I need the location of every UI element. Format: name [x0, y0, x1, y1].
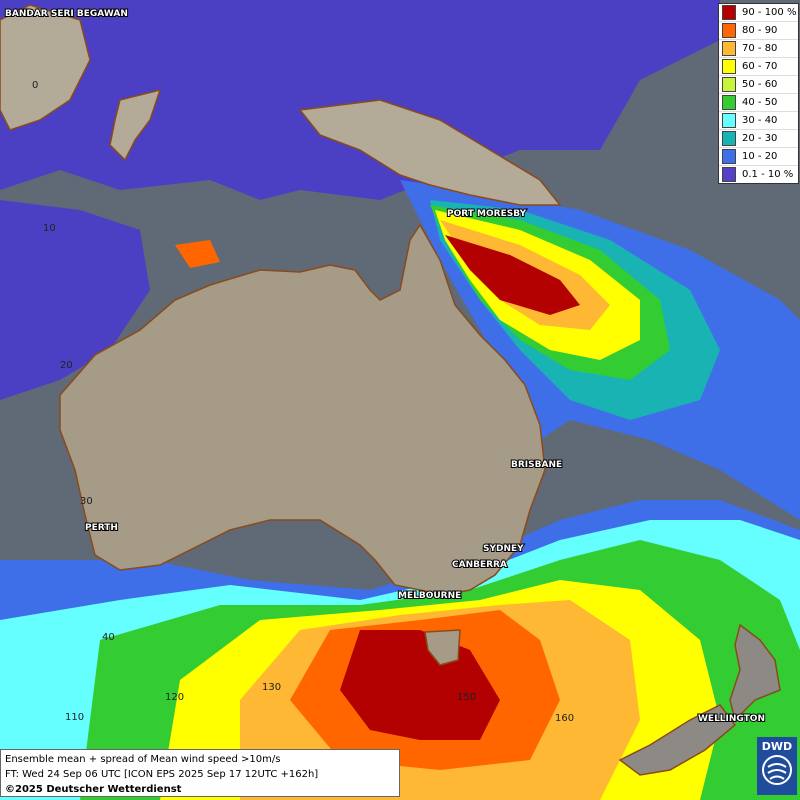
city-label-perth: PERTH: [85, 523, 118, 533]
legend-label: 50 - 60: [742, 79, 778, 90]
legend-label: 70 - 80: [742, 43, 778, 54]
legend-swatch: [722, 167, 736, 182]
legend-item: 20 - 30: [719, 130, 798, 148]
australia-land: [59, 223, 546, 596]
new-guinea-land: [298, 99, 562, 206]
nz-south-island: [618, 704, 737, 776]
city-label-wellington: WELLINGTON: [698, 714, 765, 724]
city-label-sydney: SYDNEY: [483, 544, 524, 554]
dwd-logo-icon: [762, 755, 792, 785]
city-label-canberra: CANBERRA: [452, 560, 507, 570]
lon-label-150: 150: [457, 692, 476, 703]
dwd-logo-text: DWD: [761, 740, 793, 753]
lat-label-0: 0: [32, 80, 38, 91]
legend-label: 60 - 70: [742, 61, 778, 72]
city-label-brisbane: BRISBANE: [511, 460, 562, 470]
lon-label-120: 120: [165, 692, 184, 703]
legend-swatch: [722, 23, 736, 38]
color-legend: 90 - 100 % 80 - 90 70 - 80 60 - 70 50 - 60 40…: [718, 3, 799, 184]
nz-north-island: [729, 623, 781, 722]
caption-copyright: ©2025 Deutscher Wetterdienst: [5, 784, 182, 795]
field-south-red: [340, 630, 500, 740]
legend-item: 0.1 - 10 %: [719, 166, 798, 183]
legend-label: 40 - 50: [742, 97, 778, 108]
legend-swatch: [722, 5, 736, 20]
legend-swatch: [722, 59, 736, 74]
city-label-bandar: BANDAR SERI BEGAWAN: [5, 9, 128, 19]
legend-item: 70 - 80: [719, 40, 798, 58]
caption-forecast-time: FT: Wed 24 Sep 06 UTC [ICON EPS 2025 Sep…: [5, 769, 319, 780]
tasmania-land: [424, 629, 461, 666]
lat-label-30: 30: [80, 496, 93, 507]
legend-label: 10 - 20: [742, 151, 778, 162]
legend-swatch: [722, 131, 736, 146]
field-timor-hotspot: [175, 240, 220, 268]
lon-label-160: 160: [555, 713, 574, 724]
legend-swatch: [722, 149, 736, 164]
lon-label-110: 110: [65, 712, 84, 723]
field-west-blue: [0, 200, 150, 400]
lat-label-10: 10: [43, 223, 56, 234]
land-masses: [0, 4, 781, 776]
legend-label: 20 - 30: [742, 133, 778, 144]
lat-label-20: 20: [60, 360, 73, 371]
legend-swatch: [722, 77, 736, 92]
dwd-logo: DWD: [757, 737, 797, 795]
legend-swatch: [722, 41, 736, 56]
field-coral-red: [445, 235, 580, 315]
legend-label: 90 - 100 %: [742, 7, 797, 18]
legend-swatch: [722, 95, 736, 110]
legend-item: 30 - 40: [719, 112, 798, 130]
borneo-land: [0, 4, 91, 131]
legend-item: 40 - 50: [719, 94, 798, 112]
lat-label-40: 40: [102, 632, 115, 643]
legend-label: 80 - 90: [742, 25, 778, 36]
city-label-port-moresby: PORT MORESBY: [447, 209, 527, 219]
legend-item: 10 - 20: [719, 148, 798, 166]
legend-label: 30 - 40: [742, 115, 778, 126]
sulawesi-land: [109, 88, 162, 162]
field-north-blue: [0, 0, 720, 200]
map-caption: Ensemble mean + spread of Mean wind spee…: [0, 749, 400, 797]
legend-item: 60 - 70: [719, 58, 798, 76]
legend-item: 80 - 90: [719, 22, 798, 40]
caption-title: Ensemble mean + spread of Mean wind spee…: [5, 754, 281, 765]
legend-item: 90 - 100 %: [719, 4, 798, 22]
legend-swatch: [722, 113, 736, 128]
legend-item: 50 - 60: [719, 76, 798, 94]
lon-label-130: 130: [262, 682, 281, 693]
city-label-melbourne: MELBOURNE: [398, 591, 461, 601]
legend-label: 0.1 - 10 %: [742, 169, 794, 180]
